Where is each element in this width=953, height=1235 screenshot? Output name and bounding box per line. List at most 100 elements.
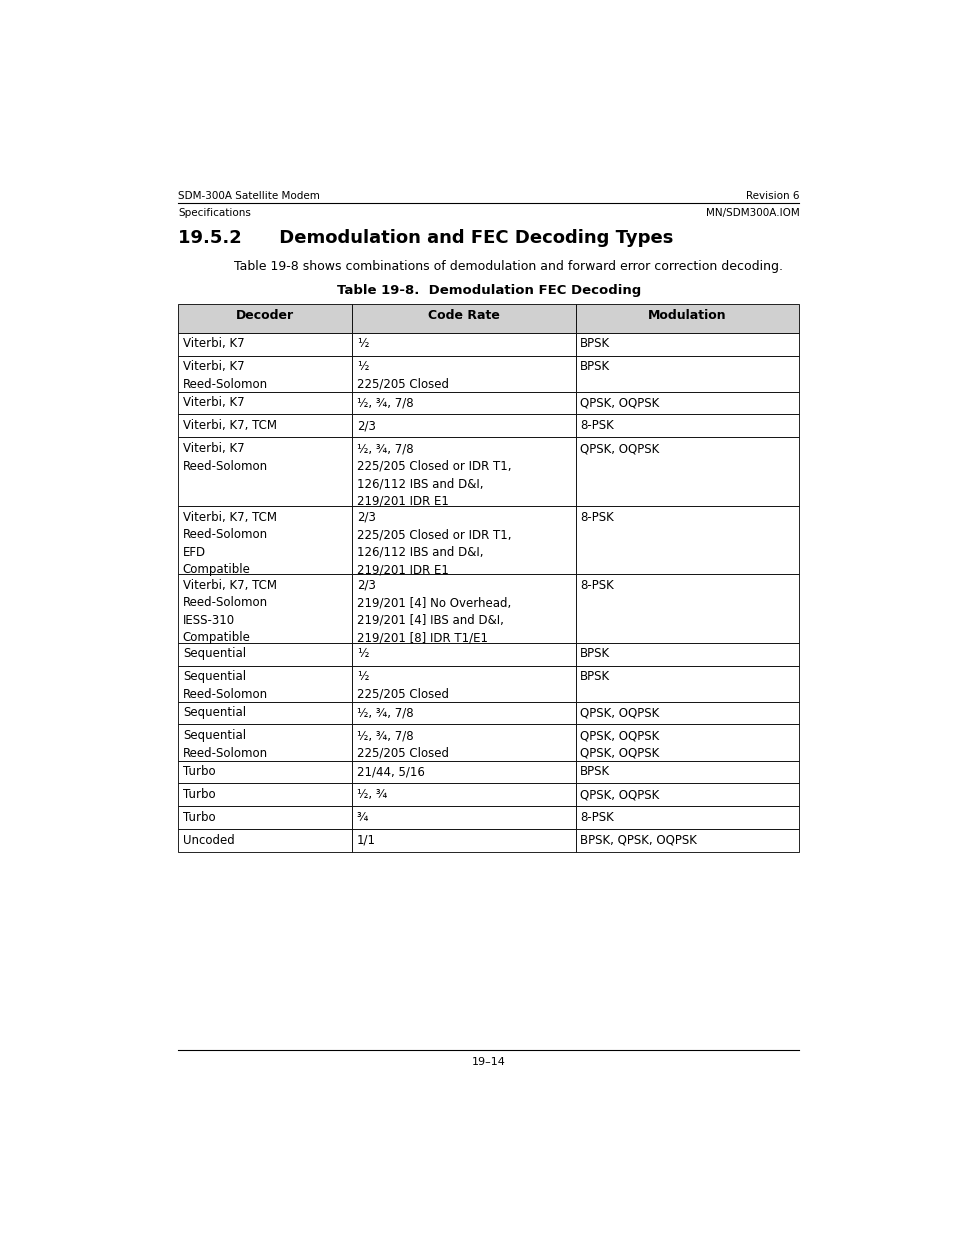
Bar	[178, 806, 352, 829]
Bar	[352, 783, 576, 806]
Bar	[576, 642, 799, 666]
Text: Viterbi, K7, TCM
Reed-Solomon
EFD
Compatible: Viterbi, K7, TCM Reed-Solomon EFD Compat…	[183, 510, 276, 576]
Text: 2/3
219/201 [4] No Overhead,
219/201 [4] IBS and D&I,
219/201 [8] IDR T1/E1: 2/3 219/201 [4] No Overhead, 219/201 [4]…	[356, 579, 511, 645]
Bar	[178, 415, 352, 437]
Bar	[178, 666, 352, 701]
Text: 8-PSK: 8-PSK	[579, 419, 614, 432]
Text: ½, ¾, 7/8: ½, ¾, 7/8	[356, 396, 413, 409]
Bar	[178, 642, 352, 666]
Bar	[178, 391, 352, 415]
Bar	[576, 701, 799, 725]
Bar	[352, 304, 576, 332]
Bar	[576, 356, 799, 391]
Bar	[352, 437, 576, 506]
Text: Sequential: Sequential	[183, 706, 246, 720]
Text: 19–14: 19–14	[472, 1057, 505, 1067]
Text: Sequential: Sequential	[183, 647, 246, 661]
Bar	[576, 304, 799, 332]
Bar	[576, 829, 799, 852]
Text: 8-PSK: 8-PSK	[579, 510, 614, 576]
Text: Decoder: Decoder	[236, 309, 294, 322]
Text: ½
225/205 Closed: ½ 225/205 Closed	[356, 361, 448, 390]
Text: 2/3: 2/3	[356, 419, 375, 432]
Text: Table 19-8 shows combinations of demodulation and forward error correction decod: Table 19-8 shows combinations of demodul…	[233, 261, 782, 273]
Text: Specifications: Specifications	[178, 209, 251, 219]
Bar	[352, 806, 576, 829]
Bar	[352, 701, 576, 725]
Text: 19.5.2      Demodulation and FEC Decoding Types: 19.5.2 Demodulation and FEC Decoding Typ…	[178, 228, 673, 247]
Bar	[178, 506, 352, 574]
Bar	[352, 415, 576, 437]
Text: QPSK, OQPSK
QPSK, OQPSK: QPSK, OQPSK QPSK, OQPSK	[579, 729, 659, 760]
Text: SDM-300A Satellite Modem: SDM-300A Satellite Modem	[178, 191, 320, 201]
Bar	[576, 415, 799, 437]
Text: BPSK, QPSK, OQPSK: BPSK, QPSK, OQPSK	[579, 834, 697, 847]
Bar	[576, 506, 799, 574]
Bar	[178, 701, 352, 725]
Bar	[178, 761, 352, 783]
Bar	[178, 725, 352, 761]
Text: 1/1: 1/1	[356, 834, 375, 847]
Text: Viterbi, K7
Reed-Solomon: Viterbi, K7 Reed-Solomon	[183, 442, 268, 473]
Bar	[576, 574, 799, 642]
Text: Modulation: Modulation	[648, 309, 726, 322]
Text: 21/44, 5/16: 21/44, 5/16	[356, 766, 424, 778]
Bar	[352, 642, 576, 666]
Text: Code Rate: Code Rate	[428, 309, 499, 322]
Text: 8-PSK: 8-PSK	[579, 811, 614, 824]
Bar	[576, 391, 799, 415]
Text: ½, ¾, 7/8
225/205 Closed or IDR T1,
126/112 IBS and D&I,
219/201 IDR E1: ½, ¾, 7/8 225/205 Closed or IDR T1, 126/…	[356, 442, 511, 508]
Bar	[352, 761, 576, 783]
Text: ½, ¾, 7/8
225/205 Closed: ½, ¾, 7/8 225/205 Closed	[356, 729, 448, 760]
Text: Uncoded: Uncoded	[183, 834, 234, 847]
Text: Viterbi, K7: Viterbi, K7	[183, 396, 244, 409]
Bar	[178, 356, 352, 391]
Bar	[178, 332, 352, 356]
Text: Viterbi, K7, TCM
Reed-Solomon
IESS-310
Compatible: Viterbi, K7, TCM Reed-Solomon IESS-310 C…	[183, 579, 276, 645]
Bar	[352, 725, 576, 761]
Text: ½, ¾, 7/8: ½, ¾, 7/8	[356, 706, 413, 720]
Text: BPSK: BPSK	[579, 766, 610, 778]
Bar	[352, 829, 576, 852]
Bar	[576, 725, 799, 761]
Bar	[576, 437, 799, 506]
Text: MN/SDM300A.IOM: MN/SDM300A.IOM	[705, 209, 799, 219]
Text: BPSK: BPSK	[579, 337, 610, 351]
Bar	[352, 574, 576, 642]
Bar	[178, 437, 352, 506]
Text: QPSK, OQPSK: QPSK, OQPSK	[579, 706, 659, 720]
Bar	[178, 574, 352, 642]
Bar	[576, 666, 799, 701]
Bar	[178, 829, 352, 852]
Text: ½, ¾: ½, ¾	[356, 788, 387, 802]
Bar	[352, 391, 576, 415]
Text: ½: ½	[356, 337, 368, 351]
Text: ¾: ¾	[356, 811, 368, 824]
Bar	[178, 304, 352, 332]
Text: Table 19-8.  Demodulation FEC Decoding: Table 19-8. Demodulation FEC Decoding	[336, 284, 640, 298]
Text: Viterbi, K7
Reed-Solomon: Viterbi, K7 Reed-Solomon	[183, 361, 268, 390]
Text: Turbo: Turbo	[183, 788, 215, 802]
Text: Turbo: Turbo	[183, 766, 215, 778]
Text: QPSK, OQPSK: QPSK, OQPSK	[579, 396, 659, 409]
Bar	[178, 783, 352, 806]
Text: Turbo: Turbo	[183, 811, 215, 824]
Bar	[576, 783, 799, 806]
Text: BPSK: BPSK	[579, 361, 610, 390]
Text: Revision 6: Revision 6	[745, 191, 799, 201]
Bar	[576, 761, 799, 783]
Text: Sequential
Reed-Solomon: Sequential Reed-Solomon	[183, 729, 268, 760]
Text: 2/3
225/205 Closed or IDR T1,
126/112 IBS and D&I,
219/201 IDR E1: 2/3 225/205 Closed or IDR T1, 126/112 IB…	[356, 510, 511, 576]
Bar	[352, 356, 576, 391]
Text: ½: ½	[356, 647, 368, 661]
Text: QPSK, OQPSK: QPSK, OQPSK	[579, 442, 659, 508]
Text: Viterbi, K7, TCM: Viterbi, K7, TCM	[183, 419, 276, 432]
Bar	[352, 332, 576, 356]
Text: Sequential
Reed-Solomon: Sequential Reed-Solomon	[183, 671, 268, 700]
Bar	[352, 666, 576, 701]
Text: 8-PSK: 8-PSK	[579, 579, 614, 645]
Text: QPSK, OQPSK: QPSK, OQPSK	[579, 788, 659, 802]
Text: Viterbi, K7: Viterbi, K7	[183, 337, 244, 351]
Text: BPSK: BPSK	[579, 671, 610, 700]
Text: ½
225/205 Closed: ½ 225/205 Closed	[356, 671, 448, 700]
